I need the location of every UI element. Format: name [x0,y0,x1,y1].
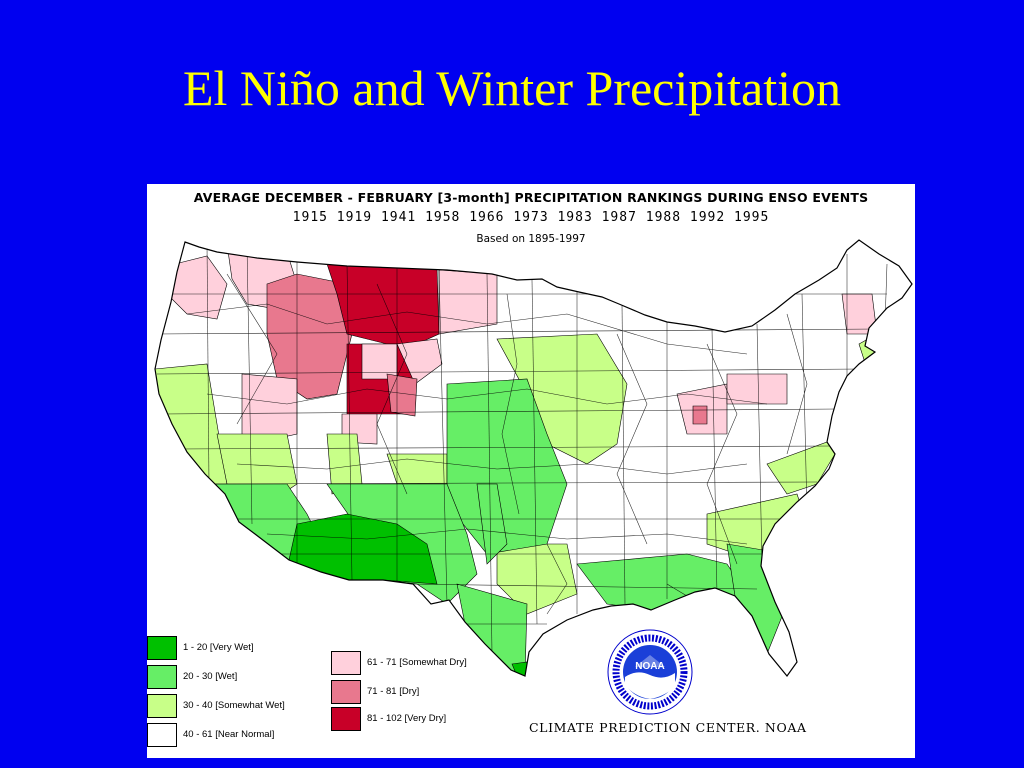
legend-swatch [147,636,177,660]
credit-line: CLIMATE PREDICTION CENTER. NOAA [529,720,807,735]
slide-title: El Niño and Winter Precipitation [182,60,842,116]
legend-label: 20 - 30 [Wet] [183,671,238,682]
legend-label: 81 - 102 [Very Dry] [367,713,447,724]
base-period: Based on 1895-1997 [476,233,586,245]
legend-label: 61 - 71 [Somewhat Dry] [367,657,467,668]
legend-swatch [147,665,177,689]
legend-swatch [331,651,361,675]
legend-label: 40 - 61 [Near Normal] [183,729,275,740]
noaa-logo-text: NOAA [635,661,664,672]
legend-swatch [147,694,177,718]
precipitation-ranking-map-figure: AVERAGE DECEMBER - FEBRUARY [3-month] PR… [147,184,915,758]
legend-label: 71 - 81 [Dry] [367,686,420,697]
legend-label: 30 - 40 [Somewhat Wet] [183,700,285,711]
legend-swatch [147,723,177,747]
precipitation-rank-regions [155,240,912,676]
legend-label: 1 - 20 [Very Wet] [183,642,254,653]
legend-swatch [331,707,361,731]
enso-years: 1915 1919 1941 1958 1966 1973 1983 1987 … [292,210,770,225]
us-climate-division-map [154,239,913,677]
legend-swatch [331,680,361,704]
noaa-logo: NOAA [607,629,693,715]
figure-title: AVERAGE DECEMBER - FEBRUARY [3-month] PR… [193,190,869,205]
